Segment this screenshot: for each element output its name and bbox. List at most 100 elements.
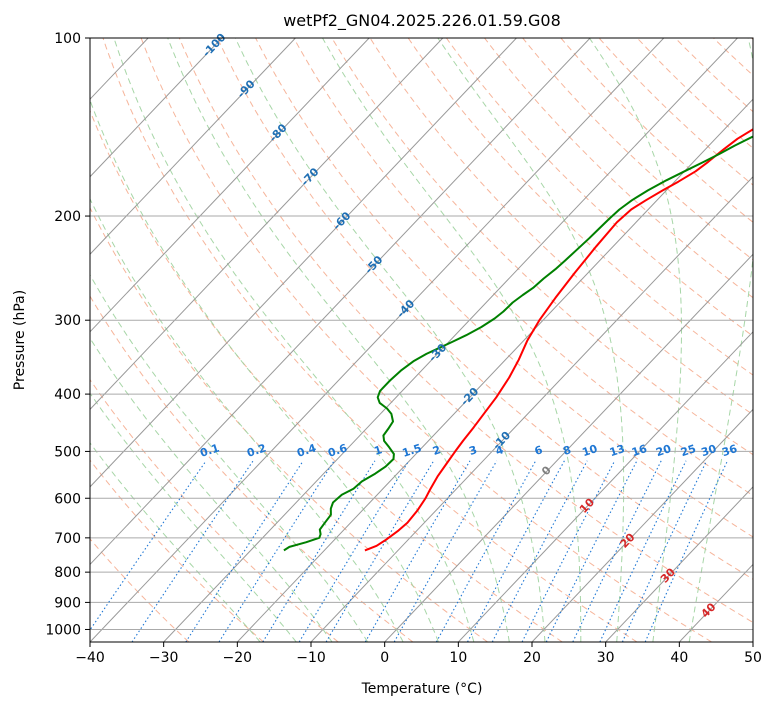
isotherm-line [163,38,738,642]
mixing-ratio-label: 25 [679,442,698,459]
mixing-ratio-line [131,460,254,642]
mixing-ratio-line [545,460,638,642]
mixing-ratio-label: 8 [561,443,572,458]
mixing-ratio-line [521,460,616,642]
moist-adiabat [90,337,333,642]
mixing-ratio-label: 0.2 [245,441,268,459]
x-tick-label: −20 [223,650,253,666]
mixing-ratio-line [644,460,728,642]
isotherm-line [90,38,444,411]
dry-adiabat [636,38,753,149]
moist-adiabat [90,392,297,642]
x-tick-label: −40 [75,650,105,666]
mixing-ratio-line [572,460,662,642]
y-tick-label: 600 [54,491,81,507]
y-tick-label: 200 [54,209,81,225]
x-axis-label: Temperature (°C) [361,681,483,697]
y-tick-label: 900 [54,595,81,611]
sounding-series [283,128,753,552]
y-tick-label: 500 [54,444,81,460]
isotherm-line [310,176,753,642]
background-lines [90,38,753,642]
x-tick-label: −10 [296,650,326,666]
x-tick-label: 0 [380,650,389,666]
moist-adiabat [688,38,753,642]
dry-adiabat [293,38,753,497]
dry-adiabat [90,295,414,642]
mixing-ratio-label: 30 [700,442,719,459]
y-tick-label: 400 [54,387,81,403]
moist-adiabat [167,38,510,642]
isotherm-line [384,253,753,642]
dry-adiabat [484,38,753,299]
dry-adiabat [90,378,339,642]
mixing-ratio-label: 0.6 [326,441,349,459]
dry-adiabat [369,38,753,416]
y-tick-label: 800 [54,565,81,581]
mixing-ratio-line [621,460,708,642]
isotherm-line [457,331,753,642]
x-tick-label: −30 [149,650,179,666]
x-tick-label: 10 [449,650,467,666]
isotherm-line [90,38,517,488]
mixing-ratio-label: 0.1 [198,441,221,459]
mixing-ratio-line [325,460,435,642]
x-tick-label: 40 [670,650,688,666]
y-tick-label: 1000 [45,622,81,638]
isotherm-line [90,38,591,566]
mixing-ratio-line [364,460,471,642]
moist-adiabat [90,273,369,642]
isotherm-line [90,38,665,642]
x-tick-label: 50 [744,650,762,666]
isotherm-line [90,38,296,256]
mixing-ratio-label: 13 [608,442,627,459]
dry-adiabat [217,38,753,580]
dry-adiabat [445,38,753,337]
mixing-ratio-line [90,460,207,631]
isotherm-line [90,38,370,333]
mixing-ratio-label: 4 [494,443,506,458]
moist-adiabat [234,38,546,642]
temperature-line [364,128,753,552]
isotherm-line [605,486,753,642]
dry-adiabat [90,459,264,642]
isotherm-line [90,38,223,178]
mixing-ratio-label: 3 [467,443,478,458]
mixing-ratio-label: 1 [372,443,383,458]
mixing-ratio-line [599,460,687,642]
mixing-ratio-label: 1.5 [401,441,424,459]
x-tick-label: 30 [597,650,615,666]
mixing-ratio-label: 10 [581,442,600,459]
dry-adiabat [178,38,753,624]
mixing-ratio-label: 20 [654,442,673,459]
chart-title: wetPf2_GN04.2025.226.01.59.G08 [283,11,561,31]
y-tick-label: 700 [54,531,81,547]
dry-adiabat [598,38,753,186]
moist-adiabat [90,442,261,642]
mixing-ratio-label: 16 [630,442,649,459]
mixing-ratio-label: 0.4 [295,441,318,459]
moist-adiabat [90,98,439,642]
y-axis: 1000 900 800 700 600 500 400 300 200 100 [45,31,90,638]
dewpoint-line [283,135,753,552]
x-axis: −40 −30 −20 −10 0 10 20 30 40 50 [75,642,762,666]
dry-adiabat [102,38,638,642]
mixing-ratio-label: 6 [533,443,545,458]
mixing-ratio-line [435,460,537,642]
x-tick-label: 20 [523,650,541,666]
mixing-ratio-line [393,460,498,642]
y-tick-label: 300 [54,313,81,329]
mixing-ratio-line [298,460,410,642]
dry-adiabat [407,38,753,376]
isotherm-line [236,98,753,642]
mixing-ratio-label: 36 [720,442,739,459]
mixing-ratio-label: 2 [431,443,442,458]
y-axis-label: Pressure (hPa) [12,290,28,390]
isotherm-line [531,408,753,642]
mixing-ratio-line [262,460,376,642]
moist-adiabat [322,38,582,642]
y-tick-label: 100 [54,31,81,47]
dry-adiabat [140,38,712,642]
moist-adiabat [588,38,682,642]
